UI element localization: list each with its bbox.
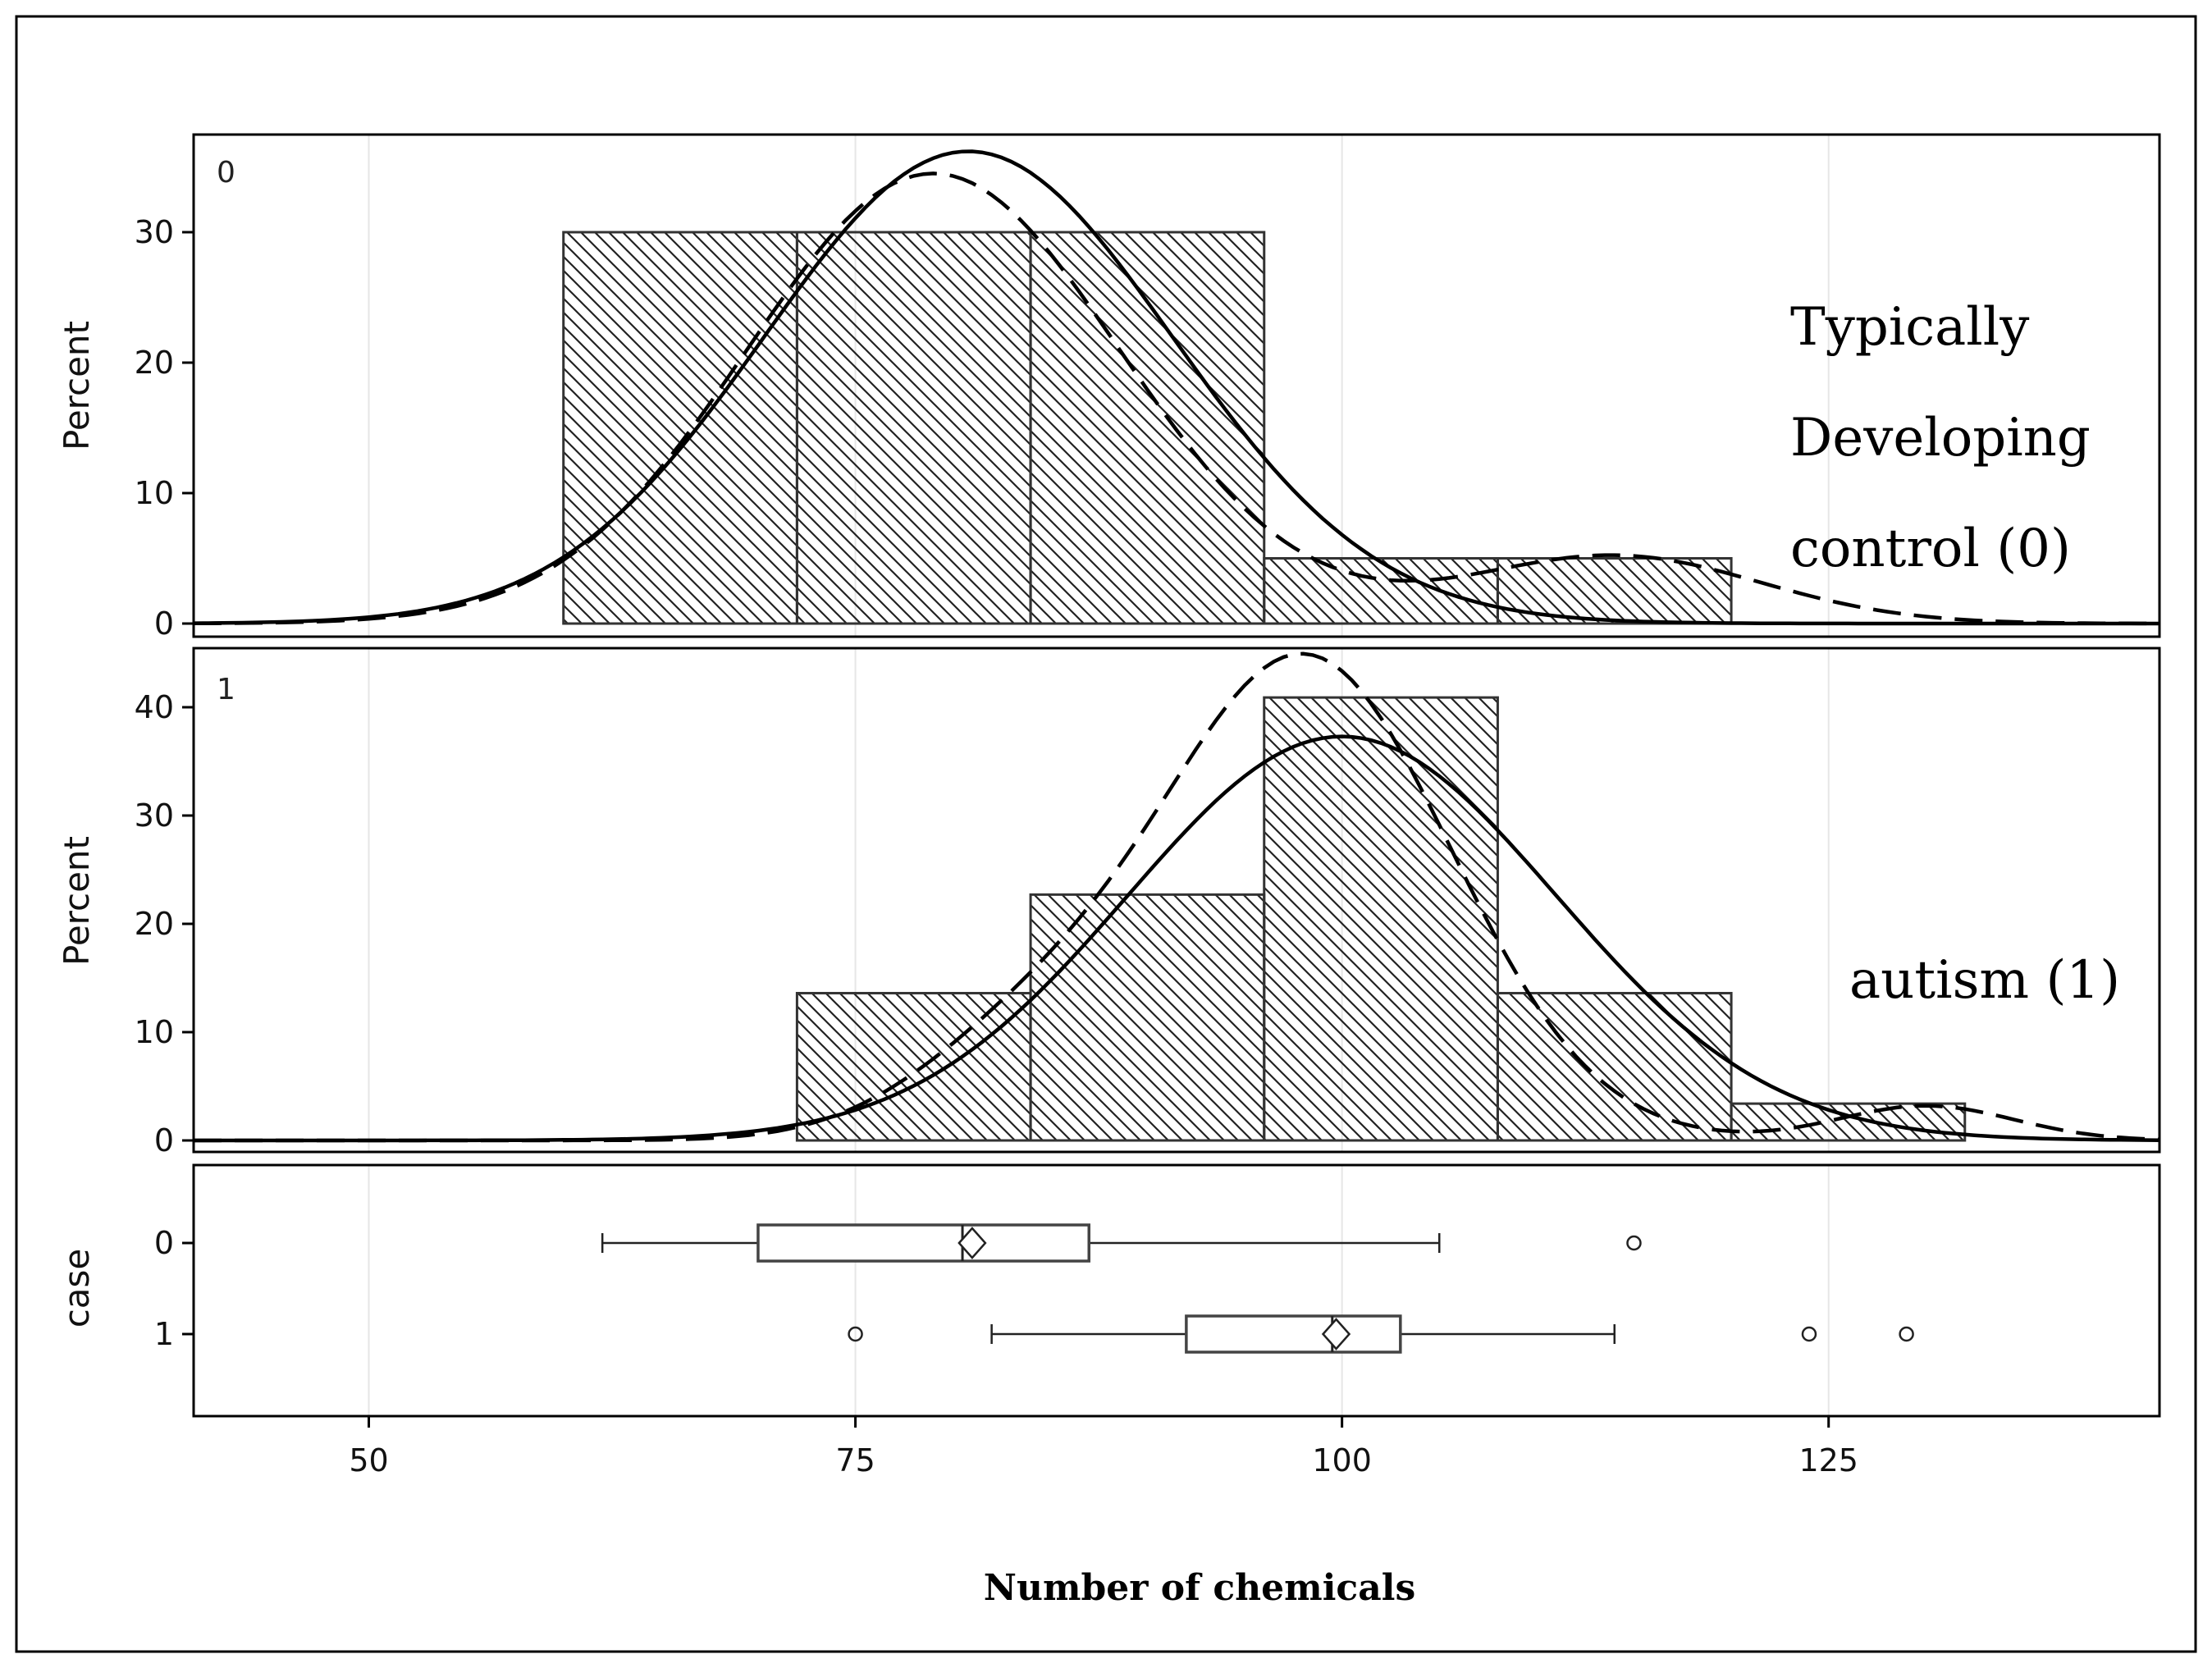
panel-1-group-label: autism (1) xyxy=(1849,950,2120,1011)
x-axis: 50 75 100 125 xyxy=(349,1416,1858,1478)
histogram-bar-hatch xyxy=(1731,1104,1965,1140)
panel-0-frame xyxy=(192,133,2161,638)
histogram-bar-hatch xyxy=(563,232,798,624)
kernel-density-curve xyxy=(194,171,2159,626)
outlier-point xyxy=(1626,1235,1642,1251)
y-tick-label: 30 xyxy=(135,214,174,250)
mean-diamond xyxy=(1321,1318,1351,1350)
normal-density-curve xyxy=(194,734,2159,1143)
y-tick-label: 30 xyxy=(135,797,174,834)
kernel-density-curve xyxy=(194,651,2159,1143)
x-axis-title: Number of chemicals xyxy=(984,1567,1415,1609)
figure-frame xyxy=(15,15,2197,1653)
histogram-bar-hatch xyxy=(1497,993,1732,1140)
boxplot-marks: 01 xyxy=(154,1223,1914,1354)
x-tick-label: 125 xyxy=(1798,1442,1858,1478)
histogram-bar xyxy=(1496,991,1733,1142)
x-tick-label: 100 xyxy=(1312,1442,1372,1478)
normal-density-curve xyxy=(194,149,2159,626)
case-tick-label: 0 xyxy=(154,1225,174,1261)
histogram-bar xyxy=(1263,696,1499,1142)
y-tick-label: 20 xyxy=(135,345,174,381)
panel-1-y-axis-title: Percent xyxy=(57,836,97,966)
panel-0-curves xyxy=(194,149,2159,626)
mean-diamond xyxy=(957,1227,987,1259)
outlier-point xyxy=(1801,1326,1817,1342)
panel-1-frame xyxy=(192,647,2161,1154)
y-tick-label: 40 xyxy=(135,689,174,725)
group-label-line-1: Typically xyxy=(1790,297,2029,358)
boxplot-panel-frame xyxy=(192,1163,2161,1418)
histogram-bar-hatch xyxy=(797,232,1031,624)
y-tick-label: 0 xyxy=(154,1122,174,1158)
panel-1-curves xyxy=(194,651,2159,1143)
panel-0-group-label: Typically Developing control (0) xyxy=(1790,297,2107,579)
panel-0-y-axis: 0 10 20 30 xyxy=(135,214,194,642)
x-tick-label: 75 xyxy=(835,1442,875,1478)
panel-1-y-axis: 0 10 20 30 40 xyxy=(135,689,194,1158)
group-label-line-2: Developing xyxy=(1790,408,2091,468)
panel-1-id-label: 1 xyxy=(217,673,235,706)
histogram-bar xyxy=(1029,231,1266,625)
y-tick-label: 10 xyxy=(135,1014,174,1050)
group-label-line-3: control (0) xyxy=(1790,519,2071,579)
histogram-bar xyxy=(1496,557,1733,625)
iqr-box xyxy=(1185,1314,1402,1354)
y-tick-label: 0 xyxy=(154,606,174,642)
histogram-bar-hatch xyxy=(1264,558,1498,624)
panel-0-id-label: 0 xyxy=(217,156,235,190)
histogram-bar-hatch xyxy=(1031,894,1264,1140)
y-tick-label: 10 xyxy=(135,475,174,511)
histogram-bar xyxy=(1730,1102,1967,1142)
histogram-bar-hatch xyxy=(1264,697,1498,1140)
case-tick-label: 1 xyxy=(154,1316,174,1352)
outlier-point xyxy=(1899,1326,1914,1342)
panel-0-y-axis-title: Percent xyxy=(57,321,97,450)
y-tick-label: 20 xyxy=(135,906,174,942)
x-tick-label: 50 xyxy=(349,1442,388,1478)
outlier-point xyxy=(848,1326,863,1342)
iqr-box xyxy=(756,1223,1090,1263)
panel-1-bars xyxy=(795,696,1967,1142)
histogram-bar-hatch xyxy=(1031,232,1264,624)
boxplot-y-axis-title: case xyxy=(57,1249,97,1328)
panel-0-bars xyxy=(562,231,1733,625)
